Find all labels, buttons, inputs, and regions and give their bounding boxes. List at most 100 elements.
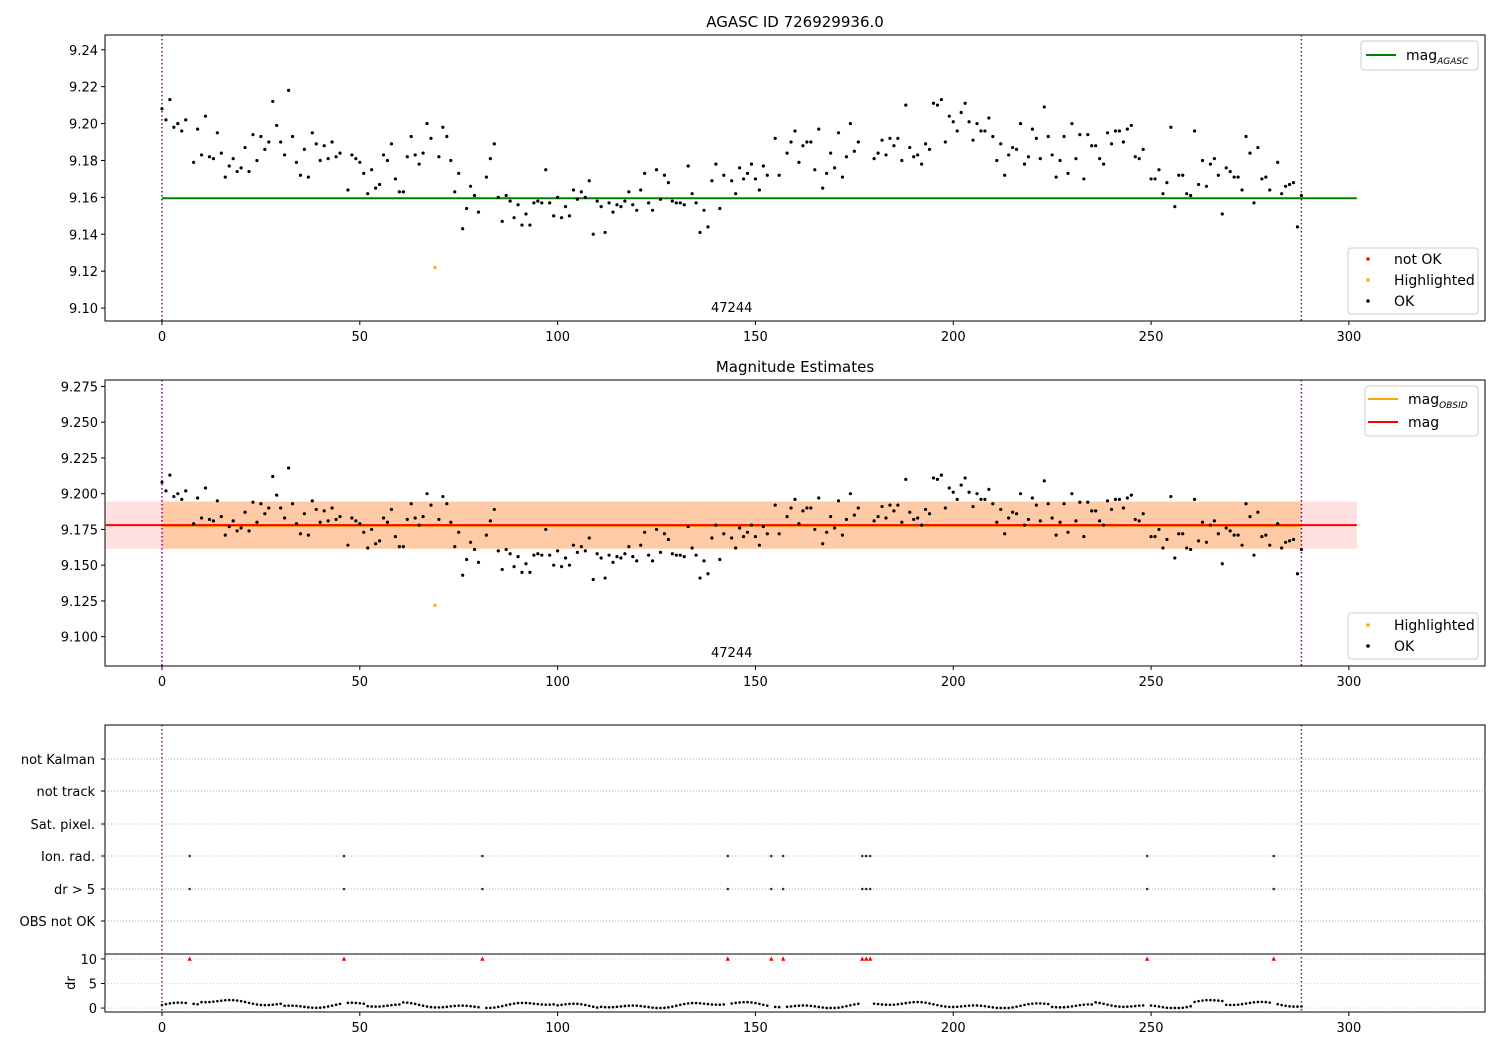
- x-tick-label: 100: [545, 675, 570, 690]
- dr-point: [390, 1003, 393, 1007]
- data-point: [286, 88, 291, 92]
- data-point: [302, 512, 307, 516]
- dr-point: [216, 999, 219, 1003]
- dr-point: [892, 1003, 896, 1006]
- data-point: [1287, 539, 1292, 543]
- dr-point: [643, 1005, 646, 1008]
- data-point: [923, 142, 928, 146]
- data-point: [207, 517, 212, 522]
- dr-point: [441, 1005, 445, 1009]
- data-point: [168, 97, 172, 102]
- data-point: [738, 166, 742, 170]
- data-point: [314, 507, 318, 512]
- dr-point: [358, 1001, 362, 1005]
- x-tick-label: 50: [352, 675, 369, 690]
- dr-point: [362, 1002, 366, 1006]
- data-point: [1256, 510, 1260, 514]
- data-point: [880, 138, 884, 142]
- dr-point: [1118, 1005, 1121, 1008]
- data-point: [1299, 193, 1304, 198]
- data-point: [1169, 125, 1173, 129]
- data-point: [496, 549, 500, 553]
- data-point: [935, 477, 940, 481]
- data-point: [619, 556, 623, 560]
- data-point: [298, 532, 303, 536]
- data-point: [548, 201, 552, 205]
- data-point: [540, 201, 544, 205]
- dr-point: [801, 1004, 805, 1007]
- data-point: [362, 530, 366, 534]
- data-point: [524, 562, 528, 566]
- dr-point: [437, 1006, 441, 1009]
- data-point: [888, 503, 892, 507]
- data-point: [706, 572, 710, 576]
- data-point: [1141, 147, 1145, 151]
- data-point: [409, 134, 413, 139]
- data-point: [1295, 572, 1300, 576]
- flag-marker: [342, 854, 346, 858]
- data-point: [817, 127, 821, 131]
- data-point: [714, 162, 718, 166]
- legend-marker-swatch: [1366, 257, 1370, 261]
- data-point: [195, 127, 200, 131]
- dr-point: [742, 1000, 745, 1004]
- data-point: [1224, 526, 1228, 530]
- dr-point: [1046, 1002, 1050, 1006]
- data-point: [1185, 546, 1189, 550]
- dr-point: [1284, 1004, 1287, 1008]
- data-point: [686, 524, 690, 529]
- data-point: [211, 519, 216, 523]
- data-point: [797, 160, 801, 164]
- dr-clipped-marker: [769, 956, 774, 961]
- data-point: [801, 144, 805, 148]
- data-point: [674, 201, 678, 205]
- data-point: [449, 158, 453, 163]
- data-point: [995, 520, 999, 524]
- data-point: [591, 232, 595, 236]
- data-point: [504, 193, 508, 198]
- data-point: [425, 492, 429, 496]
- dr-point: [1003, 1006, 1006, 1010]
- data-point: [1173, 556, 1177, 560]
- data-point: [1003, 173, 1007, 177]
- dr-point: [220, 999, 223, 1002]
- dr-point: [544, 1003, 548, 1006]
- data-point: [1208, 162, 1213, 166]
- dr-point: [599, 1005, 603, 1009]
- data-point: [318, 158, 322, 163]
- data-point: [1153, 177, 1157, 181]
- data-point: [900, 158, 904, 163]
- data-point: [757, 188, 761, 192]
- dr-point: [1169, 1006, 1173, 1010]
- data-point: [476, 210, 481, 214]
- data-point: [1086, 500, 1090, 504]
- dr-point: [271, 1003, 275, 1007]
- data-point: [1173, 205, 1177, 209]
- data-point: [385, 158, 390, 163]
- dr-point: [1050, 1005, 1054, 1009]
- dr-point: [508, 1003, 512, 1006]
- dr-point: [1070, 1005, 1074, 1008]
- dr-point: [793, 1004, 797, 1008]
- flag-marker: [864, 854, 868, 858]
- data-point: [279, 506, 283, 510]
- data-point: [979, 129, 983, 133]
- data-point: [832, 166, 837, 170]
- data-point: [239, 166, 243, 170]
- data-point: [267, 140, 271, 144]
- data-point: [1252, 553, 1256, 557]
- data-point: [468, 184, 473, 188]
- data-point: [1169, 494, 1173, 499]
- dr-point: [718, 1003, 722, 1007]
- dr-point: [295, 1004, 298, 1008]
- dr-tick-label: 10: [80, 953, 97, 968]
- data-point: [1216, 532, 1220, 536]
- data-point: [243, 510, 247, 514]
- data-point: [947, 486, 951, 490]
- dr-point: [1122, 1005, 1125, 1009]
- legend-box: [1347, 247, 1479, 315]
- data-point: [848, 492, 852, 496]
- data-point: [567, 214, 572, 218]
- category-label: not track: [36, 785, 95, 800]
- data-point: [1291, 181, 1296, 185]
